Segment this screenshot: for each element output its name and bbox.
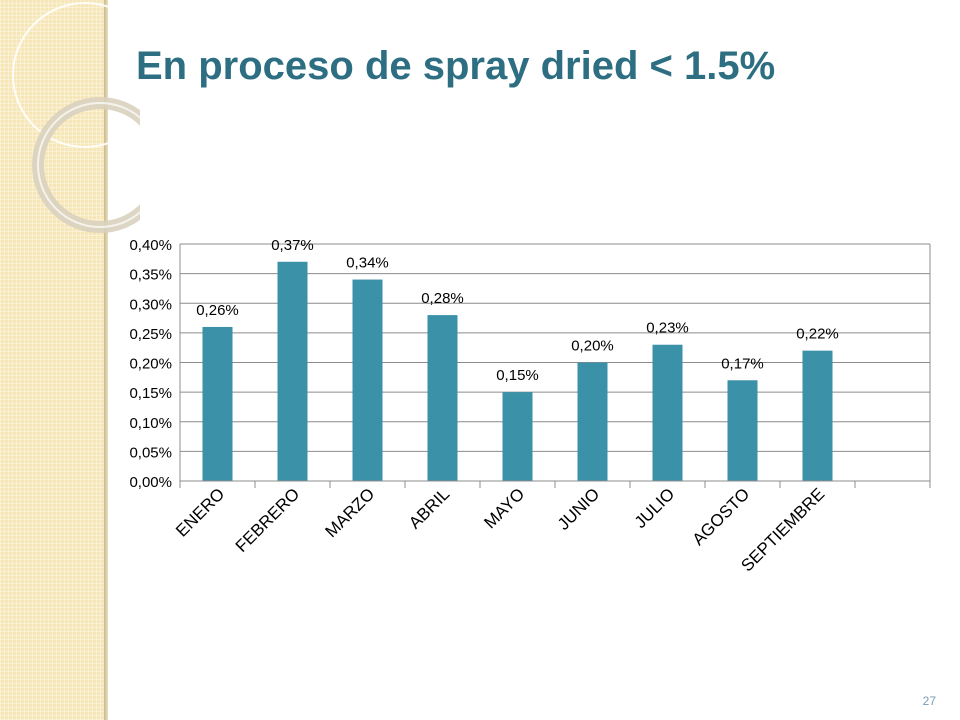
data-label: 0,15%: [496, 367, 539, 384]
x-category-label: MARZO: [321, 484, 378, 541]
data-label: 0,20%: [571, 338, 614, 355]
y-tick-label: 0,20%: [129, 356, 172, 373]
x-category-label: AGOSTO: [689, 484, 754, 549]
bar: [277, 261, 308, 481]
data-label: 0,23%: [646, 320, 689, 337]
y-tick-label: 0,40%: [129, 237, 172, 254]
data-label: 0,28%: [421, 290, 464, 307]
bar: [352, 279, 383, 481]
slide-title: En proceso de spray dried < 1.5%: [136, 44, 776, 88]
page-number: 27: [922, 694, 936, 708]
x-category-label: JUNIO: [554, 484, 603, 533]
bar: [427, 315, 458, 481]
x-category-label: ABRIL: [405, 484, 453, 532]
side-divider: [104, 0, 108, 720]
y-tick-label: 0,35%: [129, 267, 172, 284]
bar: [577, 362, 608, 481]
y-tick-label: 0,00%: [129, 474, 172, 491]
bar: [727, 380, 758, 481]
x-category-label: JULIO: [631, 484, 679, 532]
y-tick-label: 0,05%: [129, 444, 172, 461]
bars: [202, 261, 833, 481]
bar: [202, 326, 233, 481]
data-label: 0,26%: [196, 302, 239, 319]
y-tick-label: 0,10%: [129, 415, 172, 432]
bar: [502, 392, 533, 481]
bar: [652, 344, 683, 481]
data-label: 0,17%: [721, 355, 764, 372]
data-label: 0,34%: [346, 255, 389, 272]
y-tick-label: 0,25%: [129, 326, 172, 343]
axes: [179, 244, 931, 488]
y-tick-label: 0,15%: [129, 385, 172, 402]
data-label: 0,22%: [796, 326, 839, 343]
x-category-label: FEBRERO: [232, 484, 304, 556]
y-tick-label: 0,30%: [129, 296, 172, 313]
bar: [802, 350, 833, 481]
x-category-label: MAYO: [480, 484, 528, 532]
data-label: 0,37%: [271, 237, 314, 254]
decorative-circles: [12, 2, 140, 233]
x-category-label: ENERO: [172, 484, 228, 540]
